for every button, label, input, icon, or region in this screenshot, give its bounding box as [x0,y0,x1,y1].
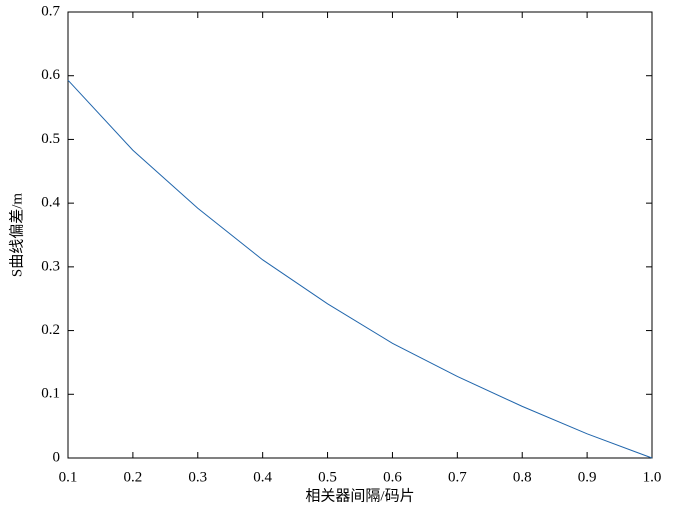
data-line [67,79,653,459]
y-tick-label: 0.3 [41,258,60,274]
x-tick-label: 0.8 [513,469,532,485]
y-tick-label: 0 [53,449,61,465]
x-tick-label: 0.1 [59,469,78,485]
x-tick-label: 0.5 [318,469,337,485]
y-axis-label: S曲线偏差/m [8,193,25,278]
x-tick-label: 0.3 [188,469,207,485]
y-tick-label: 0.7 [41,3,60,19]
y-tick-label: 0.2 [41,322,60,338]
plot-frame [67,11,653,459]
x-tick-label: 0.6 [383,469,402,485]
x-tick-label: 0.2 [124,469,143,485]
y-tick-label: 0.5 [41,131,60,147]
x-tick-label: 0.4 [253,469,272,485]
x-tick-label: 0.9 [578,469,597,485]
x-axis-label: 相关器间隔/码片 [305,487,414,504]
y-tick-label: 0.6 [41,67,60,83]
y-tick-label: 0.1 [41,386,60,402]
x-tick-label: 1.0 [643,469,662,485]
x-tick-label: 0.7 [448,469,467,485]
y-tick-label: 0.4 [41,195,60,211]
